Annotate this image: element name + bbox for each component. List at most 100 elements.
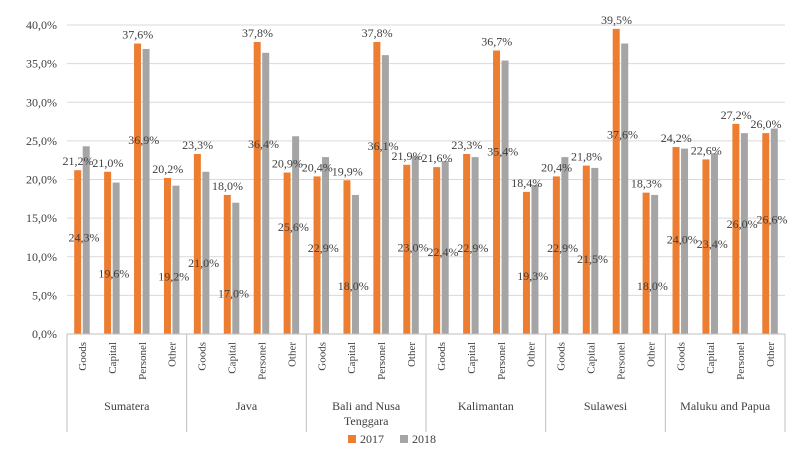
data-label-2017: 18,0%: [212, 179, 243, 193]
data-label-2018: 23,4%: [697, 237, 728, 251]
bar-2018: [202, 171, 210, 334]
category-label: Goods: [77, 342, 89, 371]
category-label: Capital: [346, 342, 358, 374]
bar-2018: [172, 185, 180, 334]
bar-2018: [441, 160, 449, 334]
data-label-2018: 24,3%: [68, 230, 99, 244]
bar-2017: [193, 154, 201, 334]
category-label: Personel: [735, 342, 747, 380]
data-label-2017: 26,0%: [751, 117, 782, 131]
bar-2018: [142, 48, 150, 334]
legend-swatch: [400, 435, 408, 443]
data-label-2018: 19,2%: [158, 270, 189, 284]
data-label-2017: 21,9%: [392, 149, 423, 163]
y-tick-label: 20,0%: [26, 173, 57, 187]
category-label: Personel: [256, 342, 268, 380]
data-label-2017: 27,2%: [721, 108, 752, 122]
bar-2017: [702, 159, 710, 334]
bar-2017: [283, 172, 291, 334]
bar-2018: [322, 157, 330, 334]
bar-2018: [501, 60, 509, 334]
bar-2018: [262, 52, 270, 335]
category-label: Personel: [376, 342, 388, 380]
group-label: Java: [236, 399, 258, 413]
data-label-2018: 36,4%: [248, 137, 279, 151]
category-label: Personel: [137, 342, 149, 380]
y-tick-label: 40,0%: [26, 18, 57, 32]
category-label: Other: [167, 342, 179, 367]
category-label: Capital: [107, 342, 119, 374]
group-label: Bali and Nusa Tenggara: [332, 399, 401, 428]
data-label-2017: 21,2%: [62, 154, 93, 168]
legend-label: 2017: [360, 432, 384, 446]
legend-label: 2018: [412, 432, 436, 446]
data-label-2018: 19,3%: [517, 269, 548, 283]
data-label-2017: 22,6%: [691, 143, 722, 157]
category-label: Personel: [496, 342, 508, 380]
data-label-2017: 23,3%: [451, 138, 482, 152]
data-label-2018: 37,6%: [607, 128, 638, 142]
bar-2018: [621, 43, 629, 334]
bar-2018: [411, 156, 419, 334]
data-label-2017: 21,6%: [421, 151, 452, 165]
data-label-2017: 20,4%: [541, 160, 572, 174]
data-label-2017: 19,9%: [332, 164, 363, 178]
data-label-2017: 24,2%: [661, 131, 692, 145]
category-label: Goods: [436, 342, 448, 371]
bar-2017: [642, 192, 650, 334]
data-label-2018: 24,0%: [667, 233, 698, 247]
bar-2018: [351, 194, 359, 334]
bar-2018: [112, 182, 120, 334]
bar-2017: [253, 41, 261, 335]
y-tick-label: 10,0%: [26, 250, 57, 264]
bar-2018: [292, 136, 300, 334]
data-label-2017: 20,4%: [302, 160, 333, 174]
category-label: Other: [286, 342, 298, 367]
category-label: Capital: [227, 342, 239, 374]
data-label-2017: 39,5%: [601, 13, 632, 27]
data-label-2018: 21,0%: [188, 256, 219, 270]
bar-2018: [561, 157, 569, 334]
data-label-2018: 17,0%: [218, 287, 249, 301]
data-label-2017: 20,2%: [152, 162, 183, 176]
group-label: Kalimantan: [458, 399, 514, 413]
bar-2018: [591, 167, 599, 334]
data-label-2017: 37,6%: [122, 28, 153, 42]
bar-2018: [681, 148, 689, 334]
data-label-2018: 19,6%: [98, 267, 129, 281]
bar-2018: [740, 133, 748, 334]
y-axis-ticks: 0,0% 5,0% 10,0% 15,0% 20,0% 25,0% 30,0% 35,0% 40…: [26, 18, 57, 341]
gridlines: [67, 24, 785, 296]
bar-2017: [403, 164, 411, 334]
category-label: Goods: [556, 342, 568, 371]
y-tick-label: 0,0%: [32, 327, 57, 341]
data-label-2018: 18,0%: [338, 279, 369, 293]
bar-2018: [531, 184, 539, 334]
data-label-2018: 22,4%: [427, 245, 458, 259]
category-label: Goods: [197, 342, 209, 371]
data-labels: 21,2% 24,3% 21,0% 19,6% 37,6% 36,9% 20,2% 19,2%…: [62, 13, 787, 301]
category-label: Other: [526, 342, 538, 367]
bars: [74, 28, 778, 335]
category-label: Other: [406, 342, 418, 367]
bar-2017: [313, 176, 321, 334]
bar-2017: [552, 176, 560, 334]
data-label-2018: 26,6%: [757, 213, 787, 227]
data-label-2018: 36,9%: [128, 133, 159, 147]
category-label: Capital: [466, 342, 478, 374]
legend: 2017 2018: [348, 432, 436, 446]
y-tick-label: 35,0%: [26, 57, 57, 71]
data-label-2018: 18,0%: [637, 279, 668, 293]
data-label-2018: 35,4%: [487, 145, 518, 159]
bar-2017: [433, 167, 441, 334]
group-label: Sumatera: [104, 399, 150, 413]
data-label-2018: 22,9%: [457, 241, 488, 255]
category-label: Goods: [316, 342, 328, 371]
bar-2018: [471, 157, 479, 334]
category-label: Capital: [586, 342, 598, 374]
bar-2018: [710, 153, 718, 334]
data-label-2018: 36,1%: [368, 139, 399, 153]
bar-2017: [493, 50, 501, 335]
